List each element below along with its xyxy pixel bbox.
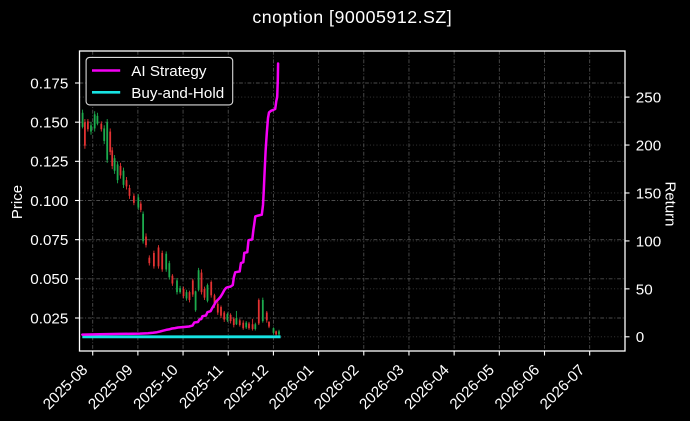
svg-text:0.100: 0.100 bbox=[30, 193, 68, 210]
svg-text:0.150: 0.150 bbox=[30, 115, 68, 132]
svg-text:Return: Return bbox=[662, 181, 679, 226]
svg-text:cnoption [90005912.SZ]: cnoption [90005912.SZ] bbox=[252, 7, 452, 27]
svg-text:0.050: 0.050 bbox=[30, 271, 68, 288]
svg-text:150: 150 bbox=[636, 185, 661, 202]
svg-text:200: 200 bbox=[636, 137, 661, 154]
svg-text:0.025: 0.025 bbox=[30, 310, 68, 327]
svg-text:0.075: 0.075 bbox=[30, 232, 68, 249]
svg-text:Buy-and-Hold: Buy-and-Hold bbox=[131, 85, 224, 102]
svg-text:100: 100 bbox=[636, 233, 661, 250]
svg-text:0.125: 0.125 bbox=[30, 154, 68, 171]
svg-text:AI Strategy: AI Strategy bbox=[131, 63, 207, 80]
svg-text:0: 0 bbox=[636, 329, 644, 346]
svg-text:0.175: 0.175 bbox=[30, 75, 68, 92]
svg-text:Price: Price bbox=[9, 185, 26, 219]
svg-text:50: 50 bbox=[636, 281, 653, 298]
svg-text:250: 250 bbox=[636, 90, 661, 107]
